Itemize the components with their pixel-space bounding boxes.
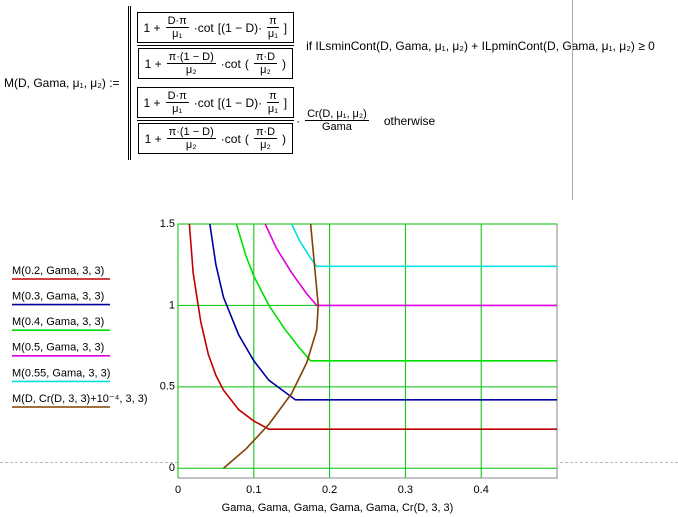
math-token: · bbox=[296, 113, 301, 128]
condition: otherwise bbox=[383, 113, 436, 128]
x-tick-label: 0.1 bbox=[246, 484, 261, 496]
x-tick-label: 0 bbox=[175, 484, 181, 496]
x-tick-label: 0.2 bbox=[322, 484, 337, 496]
region-line bbox=[572, 0, 573, 200]
fraction: π·D μ₂ bbox=[253, 51, 278, 76]
fraction-denominator: μ₁ bbox=[172, 103, 183, 115]
fraction-numerator: Cr(D, μ₁, μ₂) bbox=[305, 108, 369, 121]
condition: if ILsminCont(D, Gama, μ₁, μ₂) + ILpminC… bbox=[306, 38, 655, 53]
math-token: ·cot bbox=[220, 131, 241, 146]
plot-area bbox=[177, 223, 558, 479]
fraction-numerator: D·π bbox=[165, 90, 189, 103]
fraction-numerator: π bbox=[267, 90, 279, 103]
legend-label: M(0.5, Gama, 3, 3) bbox=[12, 342, 104, 354]
math-token: [(1 − D)· bbox=[217, 95, 263, 110]
fraction-line bbox=[136, 120, 295, 121]
series-line bbox=[209, 223, 557, 401]
denominator: 1 + π·(1 − D) μ₂ ·cot(π·D μ₂) bbox=[137, 48, 294, 79]
fraction-line bbox=[136, 45, 295, 46]
math-token: 1 + bbox=[144, 131, 162, 146]
legend-label: M(0.4, Gama, 3, 3) bbox=[12, 316, 104, 328]
fraction-numerator: π·(1 − D) bbox=[166, 51, 216, 64]
math-token: 1 + bbox=[143, 20, 161, 35]
y-tick-label: 1 bbox=[169, 299, 175, 311]
y-tick-label: 0 bbox=[169, 462, 175, 474]
formula-case: 1 + D·π μ₁ ·cot [(1 − D)· π μ₁] 1 + π·(1 − D) μ₂ ·… bbox=[136, 10, 655, 81]
numerator: 1 + D·π μ₁ ·cot [(1 − D)· π μ₁] bbox=[136, 87, 295, 118]
series-line bbox=[188, 223, 557, 430]
series-line bbox=[222, 223, 320, 469]
fraction-numerator: π·D bbox=[253, 51, 278, 64]
math-token: ) bbox=[282, 131, 287, 146]
fraction: π μ₁ bbox=[267, 90, 279, 115]
fraction-numerator: D·π bbox=[165, 15, 189, 28]
fraction-numerator: π·(1 − D) bbox=[166, 126, 216, 139]
fraction-denominator: μ₁ bbox=[267, 28, 278, 40]
y-tick-label: 1.5 bbox=[160, 218, 175, 230]
math-token: ] bbox=[283, 95, 288, 110]
series-line bbox=[290, 223, 557, 268]
fraction-denominator: μ₂ bbox=[185, 139, 197, 151]
fraction-denominator: μ₁ bbox=[172, 28, 183, 40]
legend-label: M(0.55, Gama, 3, 3) bbox=[12, 367, 110, 379]
fraction: π μ₁ bbox=[267, 15, 279, 40]
math-token: ( bbox=[244, 131, 249, 146]
formula-case: 1 + D·π μ₁ ·cot [(1 − D)· π μ₁] 1 + π·(1 − D) μ₂ ·… bbox=[136, 85, 655, 156]
math-token: ·cot bbox=[220, 56, 241, 71]
math-token: 1 + bbox=[143, 95, 161, 110]
x-tick-label: 0.4 bbox=[474, 484, 489, 496]
fraction: π·(1 − D) μ₂ bbox=[166, 51, 216, 76]
fraction-denominator: μ₁ bbox=[267, 103, 278, 115]
math-token: ) bbox=[282, 56, 287, 71]
legend-label: M(D, Cr(D, 3, 3)+10⁻⁴, 3, 3) bbox=[12, 393, 148, 405]
fraction: Cr(D, μ₁, μ₂) Gama bbox=[305, 108, 369, 133]
cases: 1 + D·π μ₁ ·cot [(1 − D)· π μ₁] 1 + π·(1 − D) μ₂ ·… bbox=[127, 6, 655, 160]
fraction-denominator: μ₂ bbox=[260, 139, 271, 151]
big-fraction: 1 + D·π μ₁ ·cot [(1 − D)· π μ₁] 1 + π·(1 − D) μ₂ ·… bbox=[136, 10, 295, 81]
x-tick-label: 0.3 bbox=[398, 484, 413, 496]
math-token: ( bbox=[244, 56, 249, 71]
fraction: D·π μ₁ bbox=[165, 90, 189, 115]
math-token: ·cot bbox=[193, 20, 214, 35]
fraction-denominator: μ₂ bbox=[185, 64, 197, 76]
formula-lhs: M(D, Gama, μ₁, μ₂) := bbox=[4, 76, 120, 90]
series-line bbox=[264, 223, 557, 307]
math-token: 1 + bbox=[144, 56, 162, 71]
math-token: [(1 − D)· bbox=[217, 20, 263, 35]
x-axis-label: Gama, Gama, Gama, Gama, Gama, Cr(D, 3, 3… bbox=[222, 502, 454, 514]
fraction-denominator: Gama bbox=[321, 121, 352, 133]
fraction: D·π μ₁ bbox=[165, 15, 189, 40]
big-fraction: 1 + D·π μ₁ ·cot [(1 − D)· π μ₁] 1 + π·(1 − D) μ₂ ·… bbox=[136, 85, 295, 156]
legend-label: M(0.3, Gama, 3, 3) bbox=[12, 291, 104, 303]
math-token: ] bbox=[283, 20, 288, 35]
legend-label: M(0.2, Gama, 3, 3) bbox=[12, 265, 104, 277]
math-token: ·cot bbox=[193, 95, 214, 110]
denominator: 1 + π·(1 − D) μ₂ ·cot(π·D μ₂) bbox=[137, 123, 294, 154]
fraction: π·D μ₂ bbox=[253, 126, 278, 151]
fraction: π·(1 − D) μ₂ bbox=[166, 126, 216, 151]
fraction-denominator: μ₂ bbox=[260, 64, 271, 76]
y-tick-label: 0.5 bbox=[160, 381, 175, 393]
numerator: 1 + D·π μ₁ ·cot [(1 − D)· π μ₁] bbox=[136, 12, 295, 43]
formula: M(D, Gama, μ₁, μ₂) := 1 + D·π μ₁ ·cot [(1 − … bbox=[4, 6, 655, 160]
fraction-numerator: π·D bbox=[253, 126, 278, 139]
fraction-numerator: π bbox=[267, 15, 279, 28]
